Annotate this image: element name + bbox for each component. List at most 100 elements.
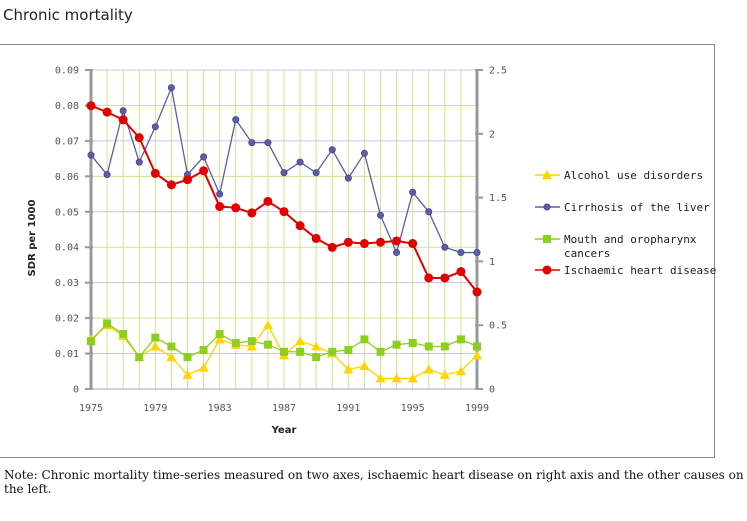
left-axis-tick-label: 0.02 [55,314,79,325]
data-point [263,196,273,206]
legend-item-1: Cirrhosis of the liver [535,201,710,214]
data-point [344,174,352,182]
data-point [231,203,241,213]
left-axis-tick-label: 0 [73,385,79,396]
data-point [360,335,369,344]
data-point [295,336,306,346]
data-point [167,342,176,351]
data-point [375,373,386,383]
data-point [344,346,353,355]
data-point [166,352,177,362]
data-point [424,342,433,351]
legend-label: Ischaemic heart disease [564,264,716,277]
x-axis-tick-label: 1979 [143,403,167,414]
data-point [456,335,465,344]
data-point [280,347,288,356]
x-axis-tick-label: 1987 [272,403,296,414]
right-axis-tick-label: 2 [489,129,495,140]
data-point [457,249,465,257]
data-point [135,353,144,362]
legend-swatch-marker [543,235,551,243]
data-point [407,373,418,383]
data-point [102,107,112,117]
data-point [409,188,417,196]
legend-label: Mouth and oropharynx cancers [564,233,697,260]
series-3 [86,101,482,297]
data-point [296,347,305,356]
legend-item-2: Mouth and oropharynx cancers [535,233,697,260]
data-point [215,202,225,212]
data-point [425,208,433,216]
x-axis-tick-label: 1975 [79,403,103,414]
data-point [311,233,321,243]
data-point [279,207,289,217]
data-point [360,149,368,157]
legend-swatch-marker [542,265,552,275]
data-point [312,169,320,177]
data-point [455,366,466,376]
legend-label: Alcohol use disorders [564,169,703,182]
data-point [231,338,240,347]
data-point [262,320,273,330]
data-point [343,364,354,374]
data-point [182,369,193,379]
data-point [440,273,450,283]
data-point [199,346,208,355]
left-axis-tick-label: 0.08 [55,101,79,112]
data-point [328,347,337,356]
right-axis-tick-label: 2.5 [489,66,507,77]
data-point [87,337,95,346]
left-axis-tick-label: 0.01 [55,349,79,360]
data-point [150,168,160,178]
x-axis-tick-label: 1999 [465,403,489,414]
data-point [359,360,370,370]
legend-item-3: Ischaemic heart disease [535,264,716,277]
data-point [327,242,337,252]
data-point [214,334,225,344]
data-point [392,236,402,246]
data-point [215,330,224,339]
data-point [264,139,272,147]
y-axis-label: SDR per 1000 [27,200,38,277]
left-axis-tick-label: 0.03 [55,278,79,289]
x-axis-label: Year [271,425,297,436]
data-point [473,342,481,351]
chart-legend: Alcohol use disorders Cirrhosis of the li… [535,169,716,277]
right-axis-tick-label: 0.5 [489,321,507,332]
data-point [183,353,192,362]
data-point [167,84,175,92]
x-axis-tick-label: 1995 [401,403,425,414]
legend-item-0: Alcohol use disorders [535,169,703,182]
series-2 [87,319,481,362]
data-point [280,169,288,177]
data-point [150,341,161,351]
data-point [87,151,95,159]
data-point [473,249,481,257]
data-point [247,337,256,346]
legend-swatch-marker [542,170,552,179]
data-point [440,342,449,351]
data-point [456,267,466,277]
data-point [134,133,144,143]
data-point [199,166,209,176]
legend-label-line: Mouth and oropharynx [564,233,697,246]
data-point [248,139,256,147]
data-point [311,341,322,351]
data-point [263,340,272,349]
right-axis-tick-label: 1 [489,257,495,268]
data-point [247,208,257,218]
data-point [343,237,353,247]
chart-grid [90,69,478,390]
data-point [151,333,160,342]
left-axis-tick-label: 0.05 [55,207,79,218]
data-point [408,338,417,347]
data-point [392,340,401,349]
data-point [166,180,176,190]
right-axis-tick-label: 0 [489,385,495,396]
chart-series [86,84,482,383]
data-point [200,153,208,161]
data-point [423,364,434,374]
data-point [246,341,257,351]
data-point [118,115,128,125]
data-point [312,353,321,362]
